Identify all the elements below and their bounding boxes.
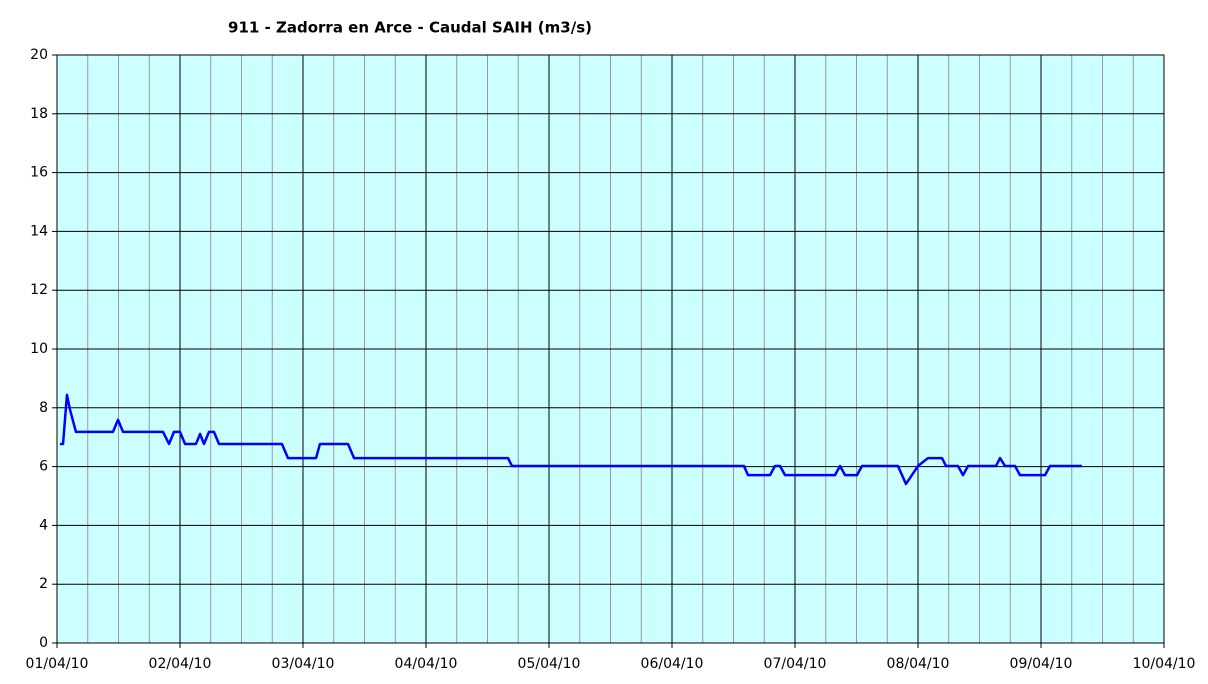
data-line <box>59 393 1082 486</box>
x-tick-label: 04/04/10 <box>395 656 458 672</box>
x-tick-label: 10/04/10 <box>1133 656 1196 672</box>
y-tick-label: 20 <box>30 47 48 63</box>
chart-title: 911 - Zadorra en Arce - Caudal SAIH (m3/… <box>228 19 592 37</box>
x-tick-label: 06/04/10 <box>641 656 704 672</box>
x-tick-label: 08/04/10 <box>887 656 950 672</box>
x-tick-label: 07/04/10 <box>764 656 827 672</box>
x-tick-label: 02/04/10 <box>149 656 212 672</box>
plot-border <box>56 54 1165 644</box>
x-tick-label: 01/04/10 <box>26 656 89 672</box>
y-tick-label: 14 <box>30 223 48 239</box>
y-tick-label: 16 <box>30 165 48 181</box>
y-tick-label: 2 <box>39 576 48 592</box>
y-tick-label: 12 <box>30 282 48 298</box>
y-tick-label: 4 <box>39 517 48 533</box>
y-tick-label: 10 <box>30 341 48 357</box>
y-tick-label: 0 <box>39 635 48 651</box>
y-tick-label: 6 <box>39 459 48 475</box>
y-tick-label: 8 <box>39 400 48 416</box>
x-tick-label: 05/04/10 <box>518 656 581 672</box>
y-tick-label: 18 <box>30 106 48 122</box>
x-tick-label: 03/04/10 <box>272 656 335 672</box>
x-tick-label: 09/04/10 <box>1010 656 1073 672</box>
